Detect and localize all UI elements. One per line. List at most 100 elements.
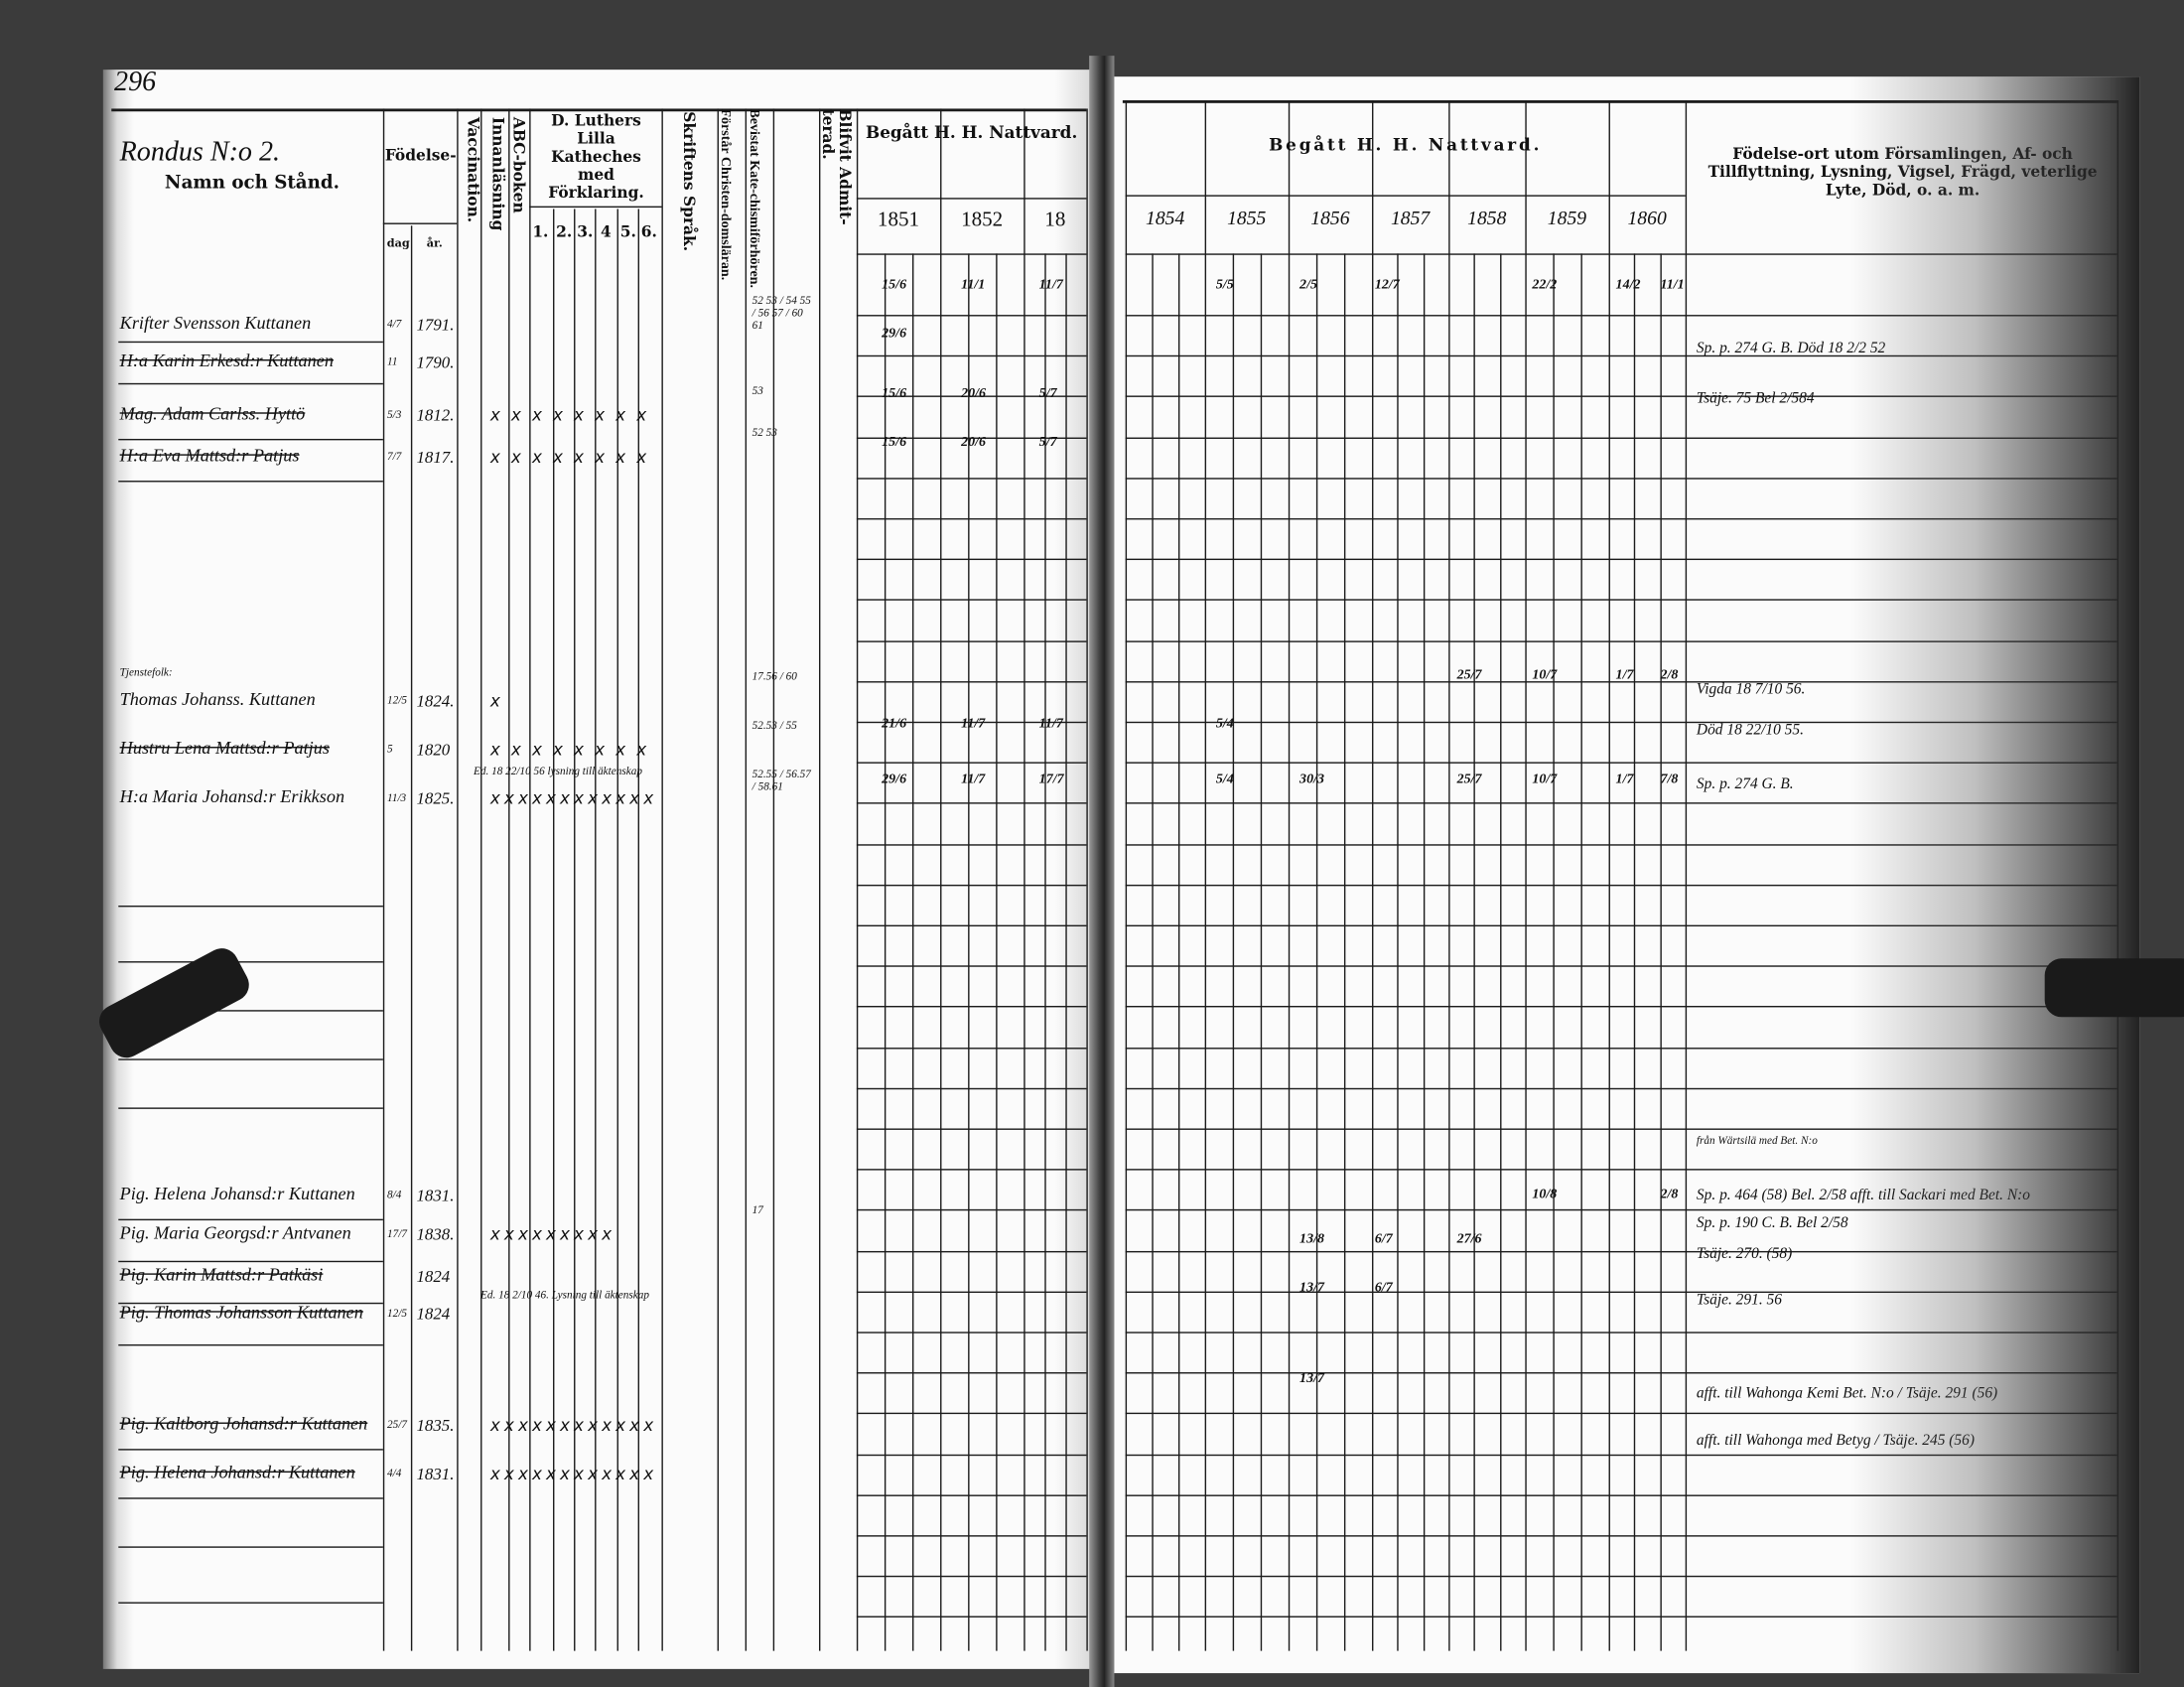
year-header: 1857 (1390, 209, 1431, 230)
remark: Sp. p. 274 G. B. (1696, 775, 1794, 793)
page-clip-right (2044, 958, 2184, 1018)
grid-line (856, 396, 1087, 398)
catechism-years: 52 53 / 54 55 / 56 57 / 60 61 (751, 294, 811, 332)
grid-line (1473, 253, 1476, 1651)
birth-year: 1812. (416, 405, 455, 425)
grid-line (856, 1494, 1087, 1496)
check-mark: x (510, 447, 521, 468)
grid-line (118, 1107, 383, 1109)
luther-part-header: 4 (600, 222, 612, 241)
remark: Sp. p. 190 C. B. Bel 2/58 (1696, 1214, 1848, 1232)
grid-line (856, 639, 1087, 642)
check-mark: x (574, 1415, 585, 1436)
person-name: Hustru Lena Mattsd:r Patjus (119, 737, 330, 759)
check-mark: x (615, 788, 626, 808)
note-text: Ed. 18 22/10 56 lysning till äktenskap (474, 765, 642, 777)
birth-day: 11/3 (387, 790, 407, 804)
grid-line (856, 1006, 1087, 1008)
communion-date: 11/7 (1038, 716, 1063, 732)
grid-line (1125, 100, 1128, 1651)
birth-year: 1790. (416, 351, 455, 372)
check-mark: x (602, 1464, 613, 1484)
grid-line (1125, 1006, 2117, 1008)
check-mark: x (517, 788, 528, 808)
grid-line (856, 558, 1087, 561)
check-mark: x (602, 788, 613, 808)
grid-line (856, 1047, 1087, 1049)
grid-line (118, 1218, 383, 1221)
note-text: från Wärtsilä med Bet. N:o (1696, 1134, 1818, 1147)
grid-line (1553, 253, 1555, 1651)
communion-date: 11/7 (961, 772, 986, 787)
grid-line (1125, 436, 2117, 439)
check-mark: x (636, 447, 647, 468)
communion-date: 10/7 (1532, 772, 1558, 787)
communion-date: 15/6 (882, 434, 907, 451)
communion-date: 10/8 (1532, 1187, 1558, 1202)
book-spine (1089, 56, 1115, 1687)
grid-line (968, 253, 970, 1651)
grid-line (856, 1291, 1087, 1293)
grid-line (118, 961, 383, 963)
luther-part-header: 2. (556, 222, 573, 241)
grid-line (856, 1250, 1087, 1252)
grid-line (410, 225, 413, 1651)
remark: Tsäje. 291. 56 (1696, 1291, 1782, 1309)
communion-date: 5/4 (1215, 716, 1234, 732)
check-mark: x (615, 740, 626, 760)
birth-day: 17/7 (387, 1227, 408, 1240)
grid-line (1580, 253, 1582, 1651)
grid-line (574, 209, 576, 1651)
check-mark: x (517, 1224, 528, 1244)
communion-date: 1/7 (1615, 667, 1634, 683)
person-name: Thomas Johanss. Kuttanen (119, 688, 316, 710)
check-mark: x (595, 740, 606, 760)
grid-line (1125, 1494, 2117, 1496)
grid-line (856, 108, 859, 1651)
check-mark: x (489, 1415, 500, 1436)
year-header: 1852 (961, 209, 1004, 231)
grid-line (1232, 253, 1235, 1651)
grid-line (1125, 762, 2117, 765)
grid-line (717, 108, 719, 1651)
person-name: Pig. Thomas Johansson Kuttanen (119, 1301, 363, 1323)
grid-line (508, 108, 510, 1651)
grid-line (856, 477, 1087, 480)
communion-date: 5/5 (1215, 277, 1234, 293)
check-mark: x (503, 788, 514, 808)
birth-year: 1791. (416, 315, 455, 335)
birth-day: 25/7 (387, 1418, 408, 1431)
check-mark: x (531, 740, 542, 760)
grid-line (856, 1372, 1087, 1374)
grid-line (118, 438, 383, 441)
catechism-years: 17.56 / 60 (751, 669, 797, 683)
grid-line (1125, 1454, 2117, 1456)
catechism-years: 17 (751, 1203, 763, 1216)
communion-date: 30/3 (1299, 772, 1325, 787)
innanlasning-header: Innanläsning (488, 116, 507, 231)
grid-line (1397, 253, 1400, 1651)
grid-line (118, 481, 383, 483)
grid-line (1125, 477, 2117, 480)
grid-line (856, 1169, 1087, 1171)
grid-line (529, 206, 662, 209)
grid-line (856, 1454, 1087, 1456)
remark: Tsäje. 270. (58) (1696, 1245, 1793, 1263)
year-header: 1856 (1310, 209, 1350, 230)
check-mark: x (560, 1224, 571, 1244)
grid-line (1288, 100, 1291, 1651)
check-mark: x (574, 405, 585, 425)
vaccination-header: Vaccination. (464, 116, 482, 223)
year-header: 1855 (1227, 209, 1267, 230)
check-mark: x (503, 1224, 514, 1244)
communion-date: 6/7 (1374, 1231, 1393, 1247)
check-mark: x (629, 1415, 640, 1436)
grid-line (856, 965, 1087, 967)
remark: Död 18 22/10 55. (1696, 721, 1804, 739)
grid-line (118, 1058, 383, 1060)
birth-year: 1831. (416, 1464, 455, 1484)
note-text: Ed. 18 2/10 46. Lysning till äktenskap (480, 1288, 649, 1302)
catechism-years: 52.55 / 56.57 / 58.61 (751, 768, 811, 793)
birth-day: 12/5 (387, 693, 408, 707)
